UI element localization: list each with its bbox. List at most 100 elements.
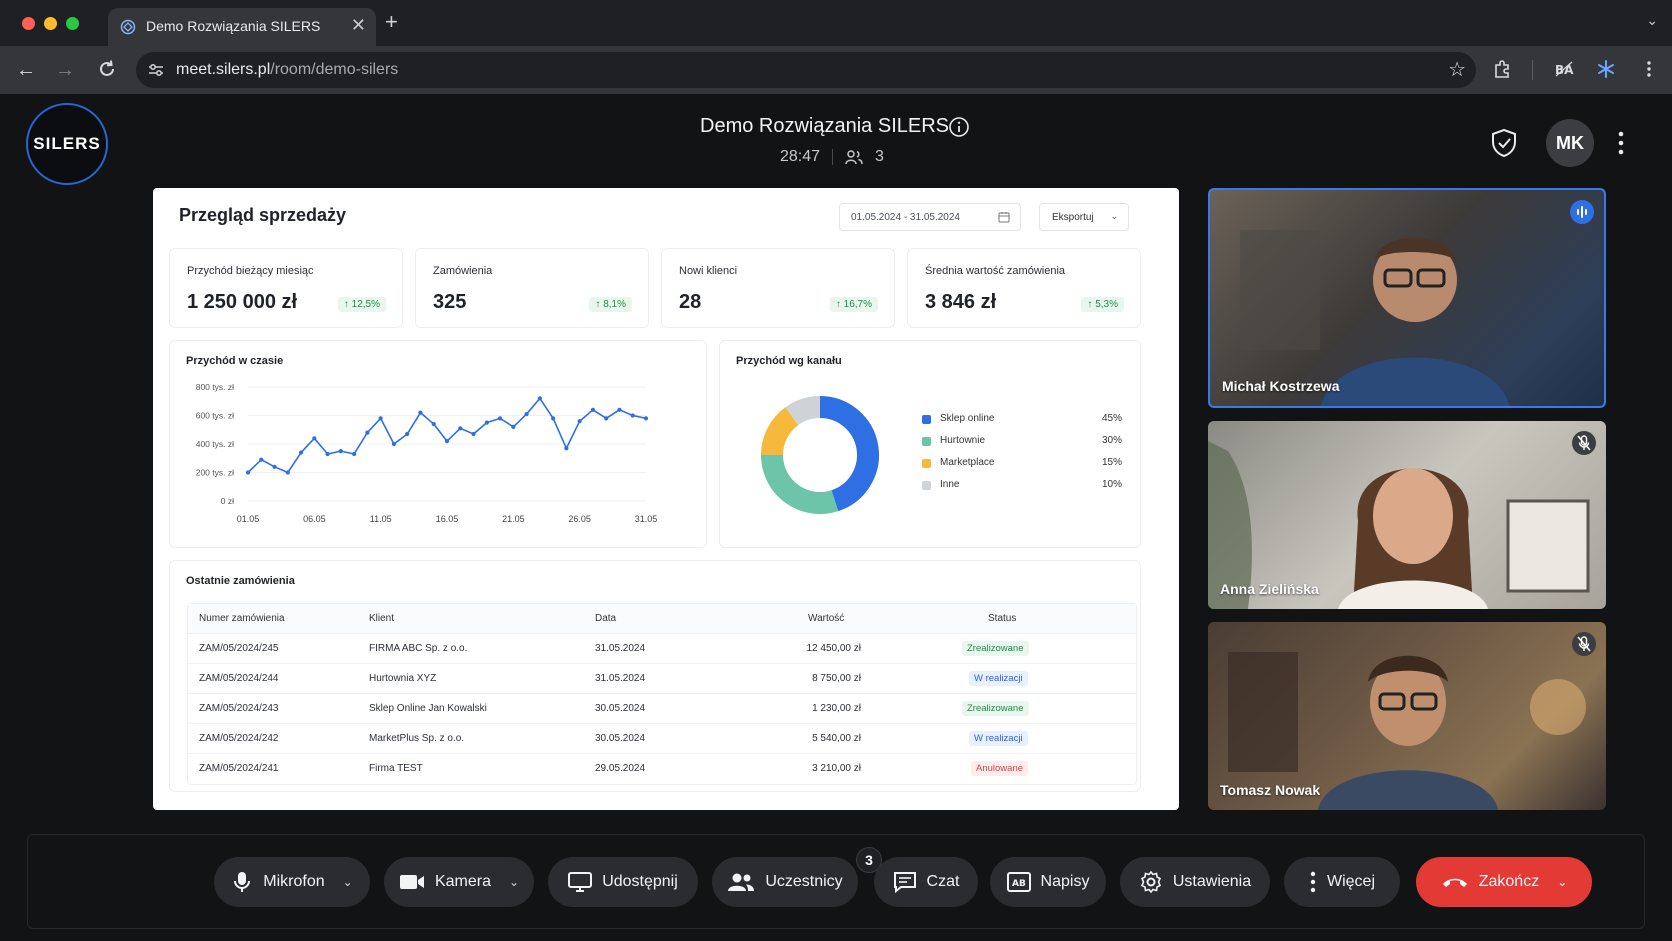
data-point (577, 419, 582, 424)
video-tile-speaker[interactable]: Michał Kostrzewa (1208, 188, 1606, 408)
participants-button[interactable]: Uczestnicy (712, 857, 858, 907)
microphone-button[interactable]: Mikrofon ⌄ (214, 857, 370, 907)
browser-tab-active[interactable]: Demo Rozwiązania SILERS ✕ (108, 8, 376, 46)
data-point (444, 439, 450, 444)
table-row[interactable]: ZAM/05/2024/242 MarketPlus Sp. z o.o. 30… (188, 724, 1136, 754)
status-badge: Zrealizowane (962, 641, 1029, 656)
legend-name: Marketplace (940, 457, 995, 468)
dashboard-title: Przegląd sprzedaży (179, 205, 347, 225)
legend-swatch (922, 481, 931, 490)
video-tile-tomasz[interactable]: Tomasz Nowak (1208, 622, 1606, 810)
tab-search-chevron-icon[interactable]: ⌄ (1646, 12, 1658, 28)
maximize-window-button[interactable] (66, 17, 79, 30)
translate-icon[interactable]: BA (1553, 58, 1575, 80)
back-arrow-icon[interactable]: ← (16, 59, 36, 81)
bookmark-star-icon[interactable]: ☆ (1448, 59, 1466, 81)
meeting-more-icon[interactable] (1616, 130, 1626, 156)
browser-menu-icon[interactable] (1638, 58, 1660, 80)
table-header-row: Numer zamówienia Klient Data Wartość Sta… (188, 604, 1136, 634)
export-dropdown[interactable]: Eksportuj ⌄ (1039, 203, 1129, 231)
col-header-client[interactable]: Klient (369, 613, 395, 624)
kpi-label: Zamówienia (433, 265, 493, 277)
order-client: Hurtownia XYZ (369, 673, 437, 684)
captions-label: Napisy (1040, 873, 1090, 890)
more-button[interactable]: Więcej (1284, 857, 1400, 907)
chat-icon (893, 872, 916, 893)
col-header-value[interactable]: Wartość (808, 613, 845, 624)
legend-pct: 10% (1101, 479, 1122, 490)
table-row[interactable]: ZAM/05/2024/243 Sklep Online Jan Kowalsk… (188, 694, 1136, 724)
speaking-indicator-icon (1570, 200, 1594, 224)
status-badge: Anulowane (971, 761, 1029, 776)
date-range-picker[interactable]: 01.05.2024 - 31.05.2024 (839, 203, 1021, 231)
settings-button[interactable]: Ustawienia (1120, 857, 1270, 907)
end-call-button[interactable]: Zakończ ⌄ (1416, 857, 1592, 907)
info-icon[interactable] (948, 116, 970, 138)
orders-title: Ostatnie zamówienia (186, 575, 295, 587)
data-point (352, 451, 357, 457)
video-tile-anna[interactable]: Anna Zielińska (1208, 421, 1606, 609)
new-tab-icon[interactable]: + (385, 9, 398, 34)
order-id: ZAM/05/2024/242 (199, 733, 279, 744)
site-settings-icon[interactable] (146, 60, 166, 80)
revenue-line-chart: 800 tys. zł 600 tys. zł 400 tys. zł 200 tys… (196, 382, 658, 524)
legend-name: Hurtownie (940, 435, 986, 446)
x-tick-label: 31.05 (635, 514, 658, 524)
toolbar-divider (1532, 60, 1533, 80)
table-row[interactable]: ZAM/05/2024/245 FIRMA ABC Sp. z o.o. 31.… (188, 634, 1136, 664)
col-header-status[interactable]: Status (988, 613, 1017, 624)
kpi-card-avg-order: Średnia wartość zamówienia 3 846 zł ↑ 5,… (907, 248, 1141, 328)
chevron-down-icon[interactable]: ⌄ (342, 875, 353, 889)
silers-logo: SILERS (26, 103, 108, 185)
x-tick-label: 16.05 (436, 514, 459, 524)
col-header-id[interactable]: Numer zamówienia (199, 613, 285, 624)
table-row[interactable]: ZAM/05/2024/244 Hurtownia XYZ 31.05.2024… (188, 664, 1136, 694)
mic-muted-icon (1572, 632, 1596, 656)
browser-toolbar: ← → meet.silers.pl/room/demo-silers ☆ BA (0, 46, 1672, 94)
legend-swatch (922, 437, 931, 446)
donut-slice (819, 396, 879, 512)
user-avatar[interactable]: MK (1546, 119, 1594, 167)
data-point (643, 416, 649, 421)
data-point (391, 441, 397, 447)
kpi-card-revenue: Przychód bieżący miesiąc 1 250 000 zł ↑ … (169, 248, 403, 328)
hang-up-icon (1442, 878, 1467, 887)
more-vertical-icon (1310, 871, 1316, 893)
minimize-window-button[interactable] (44, 17, 57, 30)
chat-button[interactable]: Czat (874, 857, 978, 907)
revenue-series-line (247, 397, 647, 474)
x-tick-label: 06.05 (303, 514, 326, 524)
reload-icon[interactable] (96, 58, 118, 80)
svg-text:BA: BA (1555, 63, 1574, 77)
kpi-value: 1 250 000 zł (187, 291, 298, 313)
y-tick-label: 0 zł (221, 496, 234, 506)
forward-arrow-icon[interactable]: → (55, 59, 75, 81)
kpi-delta-badge: ↑ 8,1% (589, 297, 632, 312)
order-id: ZAM/05/2024/241 (199, 763, 279, 774)
mic-muted-icon (1572, 431, 1596, 455)
kpi-delta-badge: ↑ 16,7% (829, 297, 878, 312)
extensions-puzzle-icon[interactable] (1491, 58, 1513, 80)
data-point (405, 431, 410, 437)
participant-video-placeholder (1208, 441, 1590, 609)
col-header-date[interactable]: Data (595, 613, 617, 624)
x-tick-label: 26.05 (568, 514, 591, 524)
address-bar[interactable]: meet.silers.pl/room/demo-silers ☆ (136, 52, 1476, 88)
close-window-button[interactable] (22, 17, 35, 30)
data-point (285, 470, 290, 475)
tab-close-icon[interactable]: ✕ (350, 15, 366, 35)
data-point (604, 416, 609, 421)
data-point (617, 407, 622, 412)
tab-title: Demo Rozwiązania SILERS (146, 18, 321, 34)
extension-snowflake-icon[interactable] (1595, 58, 1617, 80)
chevron-down-icon[interactable]: ⌄ (508, 875, 520, 889)
donut-slice (761, 407, 799, 456)
share-screen-button[interactable]: Udostępnij (548, 857, 698, 907)
revenue-over-time-panel: Przychód w czasie 800 tys. zł 600 tys. zł… (169, 340, 707, 548)
security-shield-icon[interactable] (1490, 128, 1518, 158)
order-value: 8 750,00 zł (812, 673, 861, 684)
captions-button[interactable]: AB Napisy (990, 857, 1106, 907)
camera-button[interactable]: Kamera ⌄ (384, 857, 534, 907)
chevron-down-icon[interactable]: ⌄ (1557, 875, 1568, 889)
table-row[interactable]: ZAM/05/2024/241 Firma TEST 29.05.2024 3 … (188, 754, 1136, 784)
